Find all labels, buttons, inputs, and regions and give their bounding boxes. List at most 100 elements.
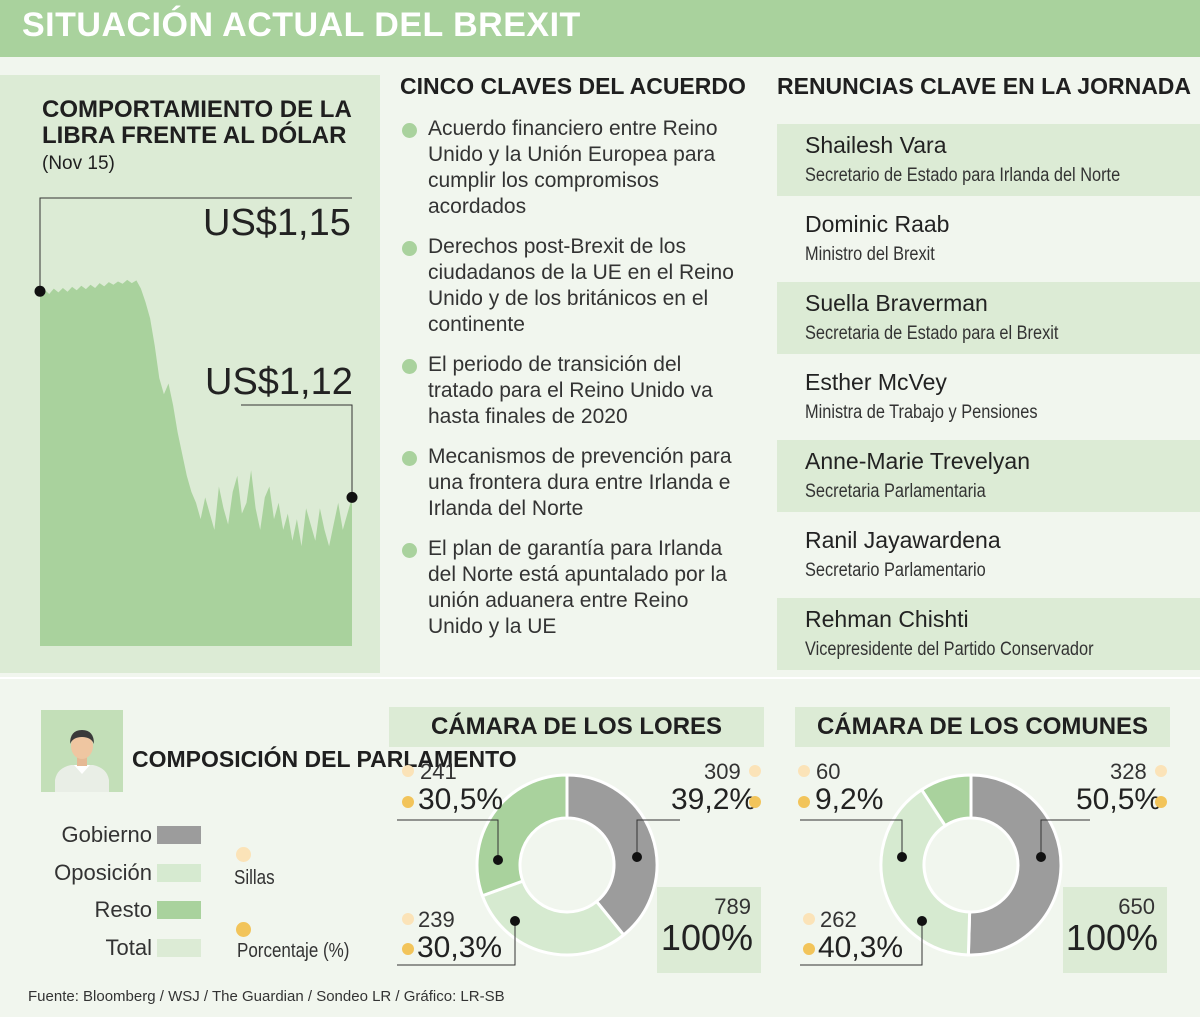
bullet-dot-icon bbox=[402, 543, 417, 558]
lords-total-pct: 100% bbox=[660, 917, 753, 958]
resignation-row: Shailesh Vara Secretario de Estado para … bbox=[777, 124, 1200, 196]
resignation-row: Suella Braverman Secretaria de Estado pa… bbox=[777, 282, 1200, 354]
percent-dot-icon bbox=[798, 796, 810, 808]
seats-dot-icon bbox=[1155, 765, 1167, 777]
commons-gov-pct: 50,5% bbox=[1076, 783, 1162, 816]
header-banner bbox=[0, 0, 1200, 57]
parliament-title: COMPOSICIÓN DEL PARLAMENTO bbox=[132, 746, 517, 772]
key-item: Mecanismos de prevención para una fronte… bbox=[400, 444, 740, 522]
person-role: Ministra de Trabajo y Pensiones bbox=[805, 402, 1038, 423]
legend-swatch-gobierno bbox=[157, 826, 201, 844]
lords-title: CÁMARA DE LOS LORES bbox=[430, 713, 723, 740]
start-leader-line bbox=[39, 197, 352, 292]
person-icon bbox=[41, 710, 123, 792]
resignation-row: Rehman Chishti Vicepresidente del Partid… bbox=[777, 598, 1200, 670]
commons-rest-seats: 60 bbox=[816, 759, 841, 784]
bullet-dot-icon bbox=[402, 451, 417, 466]
person-role: Vicepresidente del Partido Conservador bbox=[805, 639, 1094, 660]
avatar bbox=[41, 710, 123, 792]
person-name: Ranil Jayawardena bbox=[805, 527, 1001, 553]
lords-opp-pct: 30,3% bbox=[417, 931, 503, 964]
person-name: Shailesh Vara bbox=[805, 132, 947, 158]
commons-total-pct: 100% bbox=[1065, 917, 1158, 958]
percent-dot-icon bbox=[236, 922, 251, 937]
person-name: Rehman Chishti bbox=[805, 606, 969, 632]
percent-dot-icon bbox=[402, 796, 414, 808]
slice-oposicion bbox=[879, 787, 972, 957]
legend-swatch-resto bbox=[157, 901, 201, 919]
bullet-dot-icon bbox=[402, 359, 417, 374]
leader-point bbox=[917, 916, 927, 926]
key-item: Acuerdo financiero entre Reino Unido y l… bbox=[400, 116, 740, 220]
resignation-row: Anne-Marie Trevelyan Secretaria Parlamen… bbox=[777, 440, 1200, 512]
seats-dot-icon bbox=[803, 913, 815, 925]
legend-label-gobierno: Gobierno bbox=[61, 822, 152, 847]
leader-point bbox=[897, 852, 907, 862]
slice-gobierno bbox=[966, 773, 1063, 957]
commons-total-box bbox=[1063, 887, 1167, 973]
seats-dot-icon bbox=[798, 765, 810, 777]
legend-swatch-total bbox=[157, 939, 201, 957]
slice-resto bbox=[475, 773, 569, 898]
pound-chart-title: COMPORTAMIENTO DE LA LIBRA FRENTE AL DÓL… bbox=[42, 97, 372, 177]
lords-total-box bbox=[657, 887, 761, 973]
lords-total-seats: 789 bbox=[714, 894, 751, 919]
percent-dot-icon bbox=[1155, 796, 1167, 808]
leader-line bbox=[397, 819, 499, 860]
person-name: Suella Braverman bbox=[805, 290, 988, 316]
source-note: Fuente: Bloomberg / WSJ / The Guardian /… bbox=[28, 988, 505, 1005]
commons-total-seats: 650 bbox=[1118, 894, 1155, 919]
lords-title-bar bbox=[389, 707, 764, 747]
legend-label-total: Total bbox=[105, 935, 152, 960]
resignation-row: Ranil Jayawardena Secretario Parlamentar… bbox=[777, 519, 1200, 591]
person-role: Secretaria de Estado para el Brexit bbox=[805, 323, 1059, 344]
seats-dot-icon bbox=[749, 765, 761, 777]
person-role: Secretaria Parlamentaria bbox=[805, 481, 986, 502]
person-name: Dominic Raab bbox=[805, 211, 950, 237]
lords-gov-pct: 39,2% bbox=[671, 783, 757, 816]
section-divider bbox=[0, 677, 1200, 679]
leader-line bbox=[1040, 819, 1090, 857]
legend-label-oposicion: Oposición bbox=[54, 860, 152, 885]
page-title: SITUACIÓN ACTUAL DEL BREXIT bbox=[22, 6, 581, 44]
leader-line bbox=[636, 819, 680, 857]
end-leader-line bbox=[241, 404, 353, 498]
percent-legend-label: Porcentaje (%) bbox=[237, 940, 350, 962]
end-price-label: US$1,12 bbox=[205, 361, 353, 403]
person-role: Secretario Parlamentario bbox=[805, 560, 986, 581]
pound-chart-date: (Nov 15) bbox=[42, 153, 115, 174]
commons-donut-chart bbox=[800, 773, 1090, 966]
seats-dot-icon bbox=[402, 765, 414, 777]
percent-dot-icon bbox=[402, 943, 414, 955]
start-price-label: US$1,15 bbox=[203, 202, 351, 244]
leader-line bbox=[800, 921, 923, 966]
seats-dot-icon bbox=[402, 913, 414, 925]
bullet-dot-icon bbox=[402, 241, 417, 256]
pound-area bbox=[40, 279, 352, 646]
bullet-dot-icon bbox=[402, 123, 417, 138]
leader-point bbox=[632, 852, 642, 862]
person-name: Esther McVey bbox=[805, 369, 947, 395]
keys-title: CINCO CLAVES DEL ACUERDO bbox=[400, 73, 746, 99]
person-name: Anne-Marie Trevelyan bbox=[805, 448, 1030, 474]
resignation-row: Esther McVey Ministra de Trabajo y Pensi… bbox=[777, 361, 1200, 433]
percent-dot-icon bbox=[749, 796, 761, 808]
person-role: Secretario de Estado para Irlanda del No… bbox=[805, 165, 1121, 186]
commons-title: CÁMARA DE LOS COMUNES bbox=[816, 713, 1149, 740]
pound-chart bbox=[34, 197, 358, 646]
start-point bbox=[34, 285, 46, 297]
pound-chart-title-text: COMPORTAMIENTO DE LA LIBRA FRENTE AL DÓL… bbox=[42, 96, 351, 149]
end-point bbox=[346, 491, 358, 503]
slice-resto bbox=[919, 773, 973, 828]
key-item: El plan de garantía para Irlanda del Nor… bbox=[400, 536, 740, 640]
commons-gov-seats: 328 bbox=[1110, 759, 1147, 784]
resignation-row: Dominic Raab Ministro del Brexit bbox=[777, 203, 1200, 275]
leader-line bbox=[397, 921, 516, 966]
lords-rest-seats: 241 bbox=[420, 759, 457, 784]
seats-legend-label: Sillas bbox=[234, 867, 275, 889]
slice-oposicion bbox=[480, 879, 626, 957]
key-item: El periodo de transición del tratado par… bbox=[400, 352, 740, 430]
commons-rest-pct: 9,2% bbox=[815, 783, 884, 816]
leader-point bbox=[1036, 852, 1046, 862]
lords-donut-chart bbox=[397, 773, 680, 966]
